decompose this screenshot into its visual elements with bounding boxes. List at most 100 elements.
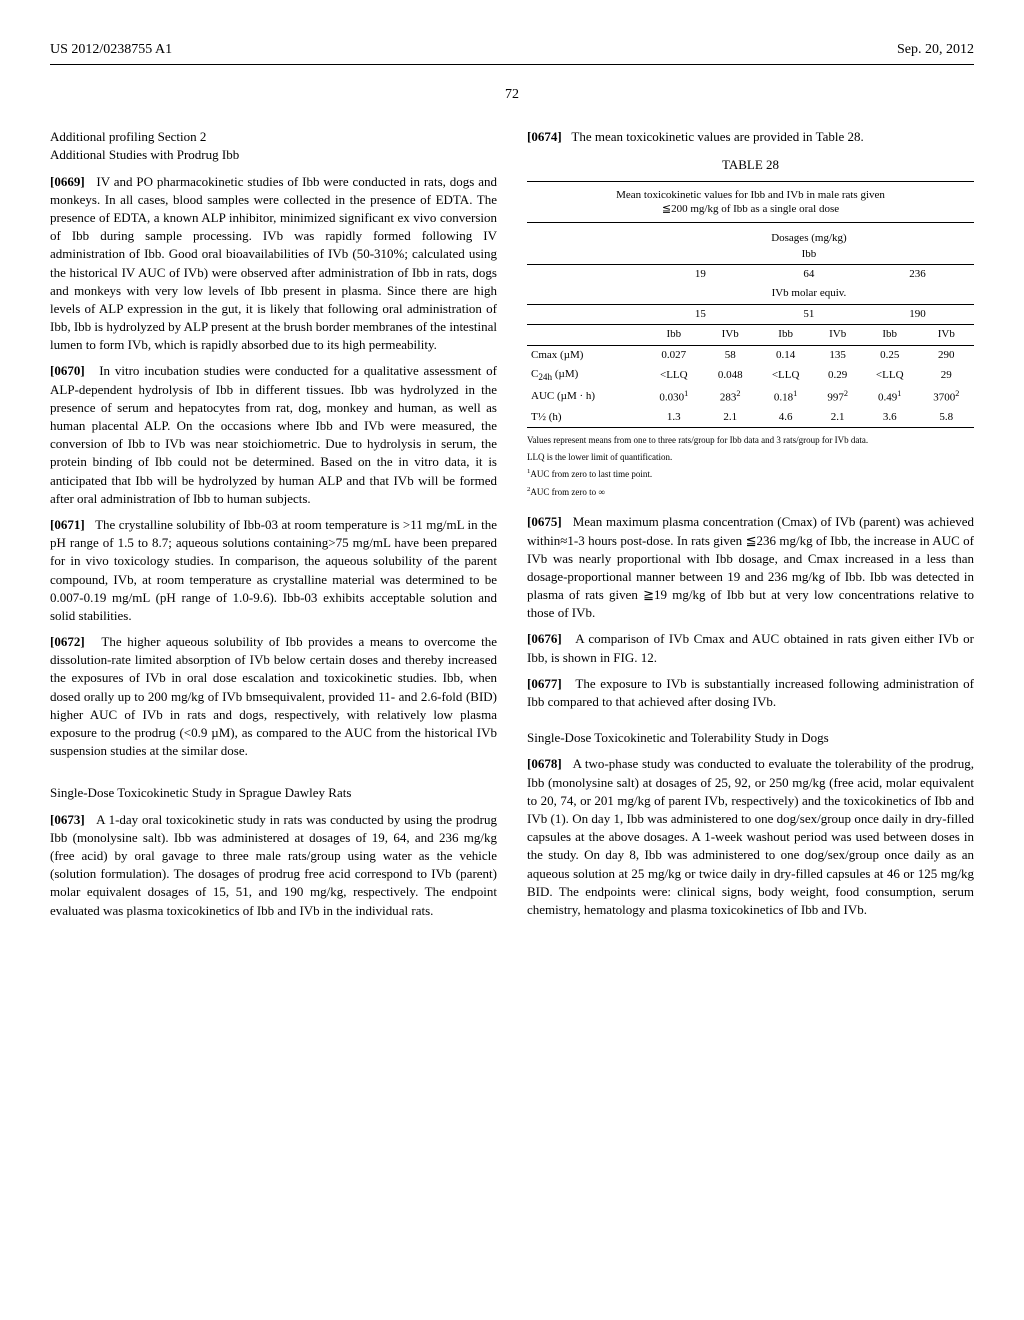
lbl-post: (µM): [552, 368, 578, 380]
cell: 5.8: [919, 408, 974, 428]
footnote: 2AUC from zero to ∞: [527, 485, 974, 500]
equiv-col: 51: [757, 304, 861, 324]
para-0674: [0674] The mean toxicokinetic values are…: [527, 128, 974, 146]
equiv-row: 15 51 190: [527, 304, 974, 324]
doc-number: US 2012/0238755 A1: [50, 40, 172, 60]
dose-col: 64: [757, 264, 861, 284]
sup: 1: [684, 389, 688, 398]
compound-col: IVb: [704, 325, 757, 345]
data-row-auc: AUC (µM · h) 0.0301 2832 0.181 9972 0.49…: [527, 386, 974, 408]
dosage-head-1: Dosages (mg/kg): [771, 232, 846, 244]
compound-row: Ibb IVb Ibb IVb Ibb IVb: [527, 325, 974, 345]
val: 997: [827, 392, 844, 404]
row-label: T½ (h): [527, 408, 644, 428]
cell: 290: [919, 345, 974, 365]
para-num: [0671]: [50, 517, 85, 532]
para-text: In vitro incubation studies were conduct…: [50, 363, 497, 505]
para-num: [0678]: [527, 756, 562, 771]
right-column: [0674] The mean toxicokinetic values are…: [527, 128, 974, 928]
fn-text: AUC from zero to last time point.: [530, 469, 652, 479]
para-text: IV and PO pharmacokinetic studies of Ibb…: [50, 174, 497, 353]
cell: 2.1: [704, 408, 757, 428]
cell: 0.491: [861, 386, 919, 408]
para-num: [0674]: [527, 129, 562, 144]
left-column: Additional profiling Section 2 Additiona…: [50, 128, 497, 928]
compound-col: Ibb: [757, 325, 815, 345]
para-text: A 1-day oral toxicokinetic study in rats…: [50, 812, 497, 918]
para-text: The higher aqueous solubility of Ibb pro…: [50, 634, 497, 758]
para-0676: [0676] A comparison of IVb Cmax and AUC …: [527, 630, 974, 666]
caption-line-1: Mean toxicokinetic values for Ibb and IV…: [616, 189, 885, 201]
para-text: The crystalline solubility of Ibb-03 at …: [50, 517, 497, 623]
equiv-col: 190: [861, 304, 974, 324]
table-caption: Mean toxicokinetic values for Ibb and IV…: [527, 181, 974, 224]
table-label: TABLE 28: [527, 156, 974, 174]
page-header: US 2012/0238755 A1 Sep. 20, 2012: [50, 40, 974, 65]
sup: 2: [736, 389, 740, 398]
sup: 2: [844, 389, 848, 398]
table-footnotes: Values represent means from one to three…: [527, 434, 974, 499]
dosage-header: Dosages (mg/kg) Ibb: [644, 229, 974, 264]
section-heading: Single-Dose Toxicokinetic Study in Sprag…: [50, 784, 497, 802]
row-label: C24h (µM): [527, 365, 644, 386]
para-num: [0676]: [527, 631, 562, 646]
para-num: [0672]: [50, 634, 85, 649]
sup: 1: [793, 389, 797, 398]
title-line-2: Additional Studies with Prodrug Ibb: [50, 147, 239, 162]
toxicokinetic-table: Dosages (mg/kg) Ibb 19 64 236 IVb molar …: [527, 229, 974, 428]
val: 0.030: [659, 392, 684, 404]
cell: 9972: [814, 386, 860, 408]
sup: 2: [955, 389, 959, 398]
val: 283: [720, 392, 737, 404]
sup: 1: [897, 389, 901, 398]
data-row-cmax: Cmax (µM) 0.027 58 0.14 135 0.25 290: [527, 345, 974, 365]
cell: 29: [919, 365, 974, 386]
cell: 58: [704, 345, 757, 365]
para-0675: [0675] Mean maximum plasma concentration…: [527, 513, 974, 622]
cell: 2832: [704, 386, 757, 408]
footnote: 1AUC from zero to last time point.: [527, 467, 974, 482]
para-num: [0677]: [527, 676, 562, 691]
cell: 37002: [919, 386, 974, 408]
cell: <LLQ: [757, 365, 815, 386]
cell: 3.6: [861, 408, 919, 428]
para-0677: [0677] The exposure to IVb is substantia…: [527, 675, 974, 711]
content-columns: Additional profiling Section 2 Additiona…: [50, 128, 974, 928]
equiv-label: IVb molar equiv.: [644, 284, 974, 304]
dose-col: 19: [644, 264, 757, 284]
para-0678: [0678] A two-phase study was conducted t…: [527, 755, 974, 919]
para-text: The mean toxicokinetic values are provid…: [571, 129, 863, 144]
title-line-1: Additional profiling Section 2: [50, 129, 206, 144]
dosage-head-2: Ibb: [802, 248, 817, 260]
section-heading: Single-Dose Toxicokinetic and Tolerabili…: [527, 729, 974, 747]
compound-col: IVb: [814, 325, 860, 345]
val: 0.49: [878, 392, 897, 404]
data-row-c24h: C24h (µM) <LLQ 0.048 <LLQ 0.29 <LLQ 29: [527, 365, 974, 386]
para-num: [0673]: [50, 812, 85, 827]
para-0671: [0671] The crystalline solubility of Ibb…: [50, 516, 497, 625]
compound-col: IVb: [919, 325, 974, 345]
fn-text: AUC from zero to ∞: [530, 487, 604, 497]
compound-col: Ibb: [644, 325, 704, 345]
para-0673: [0673] A 1-day oral toxicokinetic study …: [50, 811, 497, 920]
para-0670: [0670] In vitro incubation studies were …: [50, 362, 497, 508]
cell: 0.0301: [644, 386, 704, 408]
cell: <LLQ: [861, 365, 919, 386]
val: 0.18: [774, 392, 793, 404]
para-num: [0669]: [50, 174, 85, 189]
doc-date: Sep. 20, 2012: [897, 40, 974, 60]
para-text: A comparison of IVb Cmax and AUC obtaine…: [527, 631, 974, 664]
caption-line-2: ≦200 mg/kg of Ibb as a single oral dose: [662, 203, 839, 215]
cell: 0.25: [861, 345, 919, 365]
equiv-col: 15: [644, 304, 757, 324]
cell: 0.027: [644, 345, 704, 365]
cell: 1.3: [644, 408, 704, 428]
val: 3700: [933, 392, 955, 404]
compound-col: Ibb: [861, 325, 919, 345]
lbl-sub: 24h: [538, 372, 552, 382]
para-text: A two-phase study was conducted to evalu…: [527, 756, 974, 917]
equiv-label-row: IVb molar equiv.: [527, 284, 974, 304]
para-0672: [0672] The higher aqueous solubility of …: [50, 633, 497, 760]
dose-row: 19 64 236: [527, 264, 974, 284]
cell: 4.6: [757, 408, 815, 428]
